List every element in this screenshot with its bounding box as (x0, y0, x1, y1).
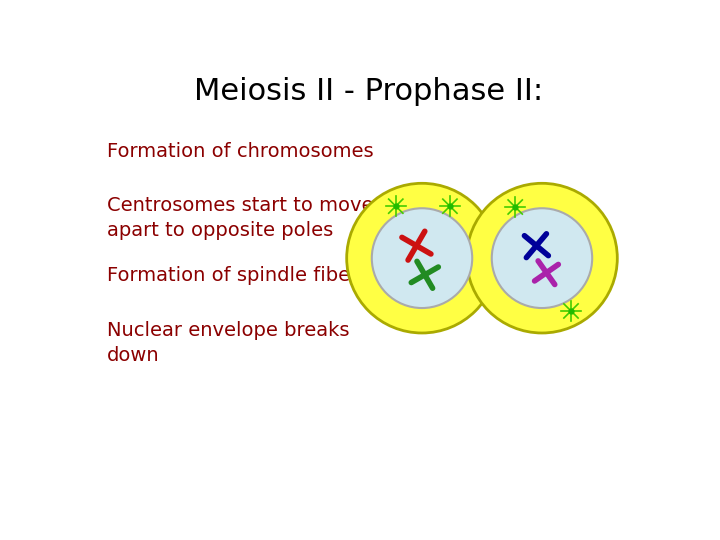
Text: Formation of chromosomes: Formation of chromosomes (107, 141, 374, 161)
Text: Meiosis II - Prophase II:: Meiosis II - Prophase II: (194, 77, 544, 106)
Ellipse shape (467, 183, 617, 333)
Text: Formation of spindle fibers: Formation of spindle fibers (107, 266, 368, 286)
Text: Nuclear envelope breaks
down: Nuclear envelope breaks down (107, 321, 349, 364)
Ellipse shape (347, 183, 498, 333)
Text: Centrosomes start to move
apart to opposite poles: Centrosomes start to move apart to oppos… (107, 196, 373, 240)
Ellipse shape (492, 208, 593, 308)
Ellipse shape (372, 208, 472, 308)
